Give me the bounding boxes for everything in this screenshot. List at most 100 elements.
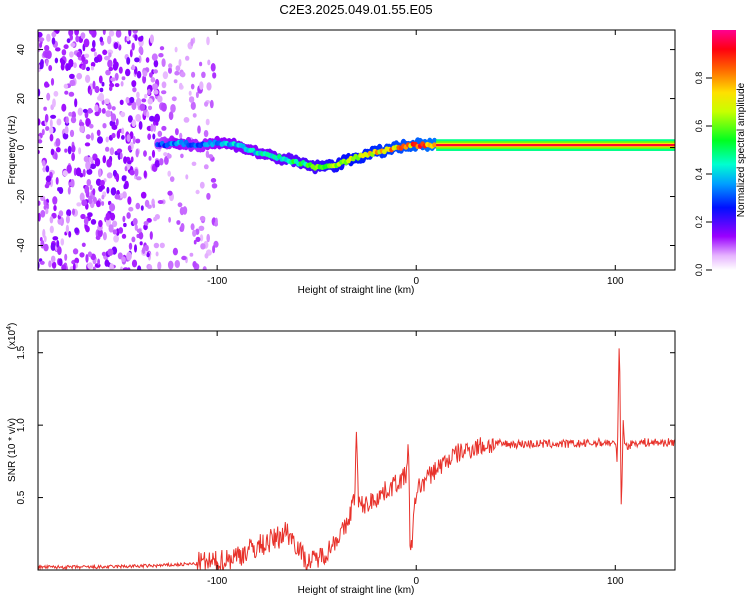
noise-cell bbox=[67, 186, 71, 195]
noise-cell bbox=[49, 133, 54, 142]
noise-cell bbox=[111, 124, 118, 130]
noise-cell bbox=[127, 267, 131, 270]
colorbar-tick-label: 0.2 bbox=[694, 216, 704, 229]
noise-cell bbox=[88, 195, 93, 205]
noise-cell bbox=[58, 210, 64, 217]
noise-cell bbox=[38, 37, 45, 42]
x-tick-label: -100 bbox=[207, 276, 227, 287]
noise-cell bbox=[79, 252, 85, 258]
noise-cell bbox=[179, 207, 185, 216]
noise-cell bbox=[143, 221, 149, 226]
noise-cell bbox=[85, 254, 89, 263]
noise-cell bbox=[132, 87, 137, 93]
noise-cell bbox=[86, 168, 93, 175]
noise-cell bbox=[138, 121, 143, 130]
noise-cell bbox=[144, 199, 150, 208]
noise-cell bbox=[143, 150, 147, 157]
noise-cell bbox=[102, 49, 108, 56]
snr-scale-exponent: 4 bbox=[6, 326, 13, 330]
noise-cell bbox=[149, 34, 154, 44]
y-tick-label: 40 bbox=[16, 44, 27, 56]
noise-cell bbox=[131, 119, 137, 127]
noise-cell bbox=[159, 46, 165, 51]
noise-cell bbox=[56, 240, 60, 248]
noise-cell bbox=[135, 148, 139, 158]
colorbar-gradient bbox=[712, 30, 736, 270]
noise-cell bbox=[90, 66, 95, 71]
spectrogram-x-label: Height of straight line (km) bbox=[298, 285, 415, 296]
noise-cell bbox=[107, 248, 114, 256]
noise-cell bbox=[123, 222, 127, 228]
noise-cell bbox=[71, 152, 75, 162]
noise-cell bbox=[191, 71, 196, 78]
noise-cell bbox=[190, 223, 195, 231]
noise-cell bbox=[210, 178, 217, 183]
noise-cell bbox=[70, 178, 75, 188]
noise-cell bbox=[94, 157, 101, 167]
noise-cell bbox=[83, 38, 90, 48]
y-tick-label: -40 bbox=[16, 238, 27, 253]
noise-cell bbox=[199, 234, 204, 242]
noise-cell bbox=[99, 36, 104, 43]
noise-cell bbox=[126, 57, 131, 65]
noise-cell bbox=[49, 126, 54, 135]
noise-cell bbox=[118, 227, 124, 234]
noise-cell bbox=[87, 212, 93, 218]
noise-cell bbox=[51, 31, 57, 38]
noise-cell bbox=[125, 68, 131, 77]
noise-cell bbox=[134, 168, 139, 177]
noise-cell bbox=[168, 111, 174, 121]
noise-cell bbox=[68, 30, 74, 37]
noise-cell bbox=[43, 243, 49, 252]
noise-cell bbox=[74, 257, 80, 264]
noise-cell bbox=[116, 130, 121, 139]
noise-cell bbox=[150, 77, 156, 83]
noise-cell bbox=[208, 154, 214, 159]
noise-cell bbox=[38, 118, 41, 126]
x-tick-label: 0 bbox=[413, 276, 419, 287]
noise-cell bbox=[205, 118, 210, 126]
noise-cell bbox=[203, 164, 209, 170]
noise-cell bbox=[176, 220, 181, 225]
noise-cell bbox=[45, 126, 50, 131]
noise-cell bbox=[50, 78, 55, 86]
noise-cell bbox=[94, 56, 100, 63]
noise-cell bbox=[80, 213, 86, 220]
noise-cell bbox=[127, 196, 132, 205]
noise-cell bbox=[174, 70, 180, 76]
noise-cell bbox=[105, 110, 112, 118]
noise-cell bbox=[98, 107, 102, 114]
noise-cell bbox=[119, 99, 124, 106]
noise-cell bbox=[50, 242, 56, 251]
x-tick-label: -100 bbox=[207, 576, 227, 587]
noise-cell bbox=[54, 30, 60, 34]
noise-cell bbox=[190, 101, 196, 111]
noise-cell bbox=[38, 88, 41, 97]
noise-cell bbox=[120, 81, 124, 87]
noise-cell bbox=[101, 81, 105, 87]
noise-cell bbox=[161, 90, 167, 95]
noise-cell bbox=[55, 147, 61, 153]
noise-cell bbox=[161, 125, 167, 131]
noise-cell bbox=[67, 145, 72, 155]
noise-cell bbox=[45, 165, 50, 173]
noise-cell bbox=[132, 30, 138, 34]
noise-cell bbox=[110, 187, 117, 196]
noise-cell bbox=[93, 51, 98, 57]
noise-cell bbox=[107, 35, 112, 45]
noise-cell bbox=[155, 251, 159, 257]
noise-cell bbox=[63, 44, 69, 50]
noise-cell bbox=[40, 210, 46, 218]
noise-cell bbox=[145, 57, 150, 63]
noise-cell bbox=[66, 38, 71, 44]
colorbar-tick-label: 0.4 bbox=[694, 168, 704, 181]
noise-cell bbox=[128, 206, 134, 212]
noise-cell bbox=[62, 170, 68, 177]
noise-cell bbox=[168, 216, 172, 223]
noise-cell bbox=[185, 55, 190, 61]
noise-cell bbox=[164, 155, 169, 165]
noise-cell bbox=[65, 224, 69, 234]
noise-cell bbox=[39, 42, 43, 48]
noise-cell bbox=[114, 83, 120, 88]
noise-cell bbox=[78, 147, 82, 155]
